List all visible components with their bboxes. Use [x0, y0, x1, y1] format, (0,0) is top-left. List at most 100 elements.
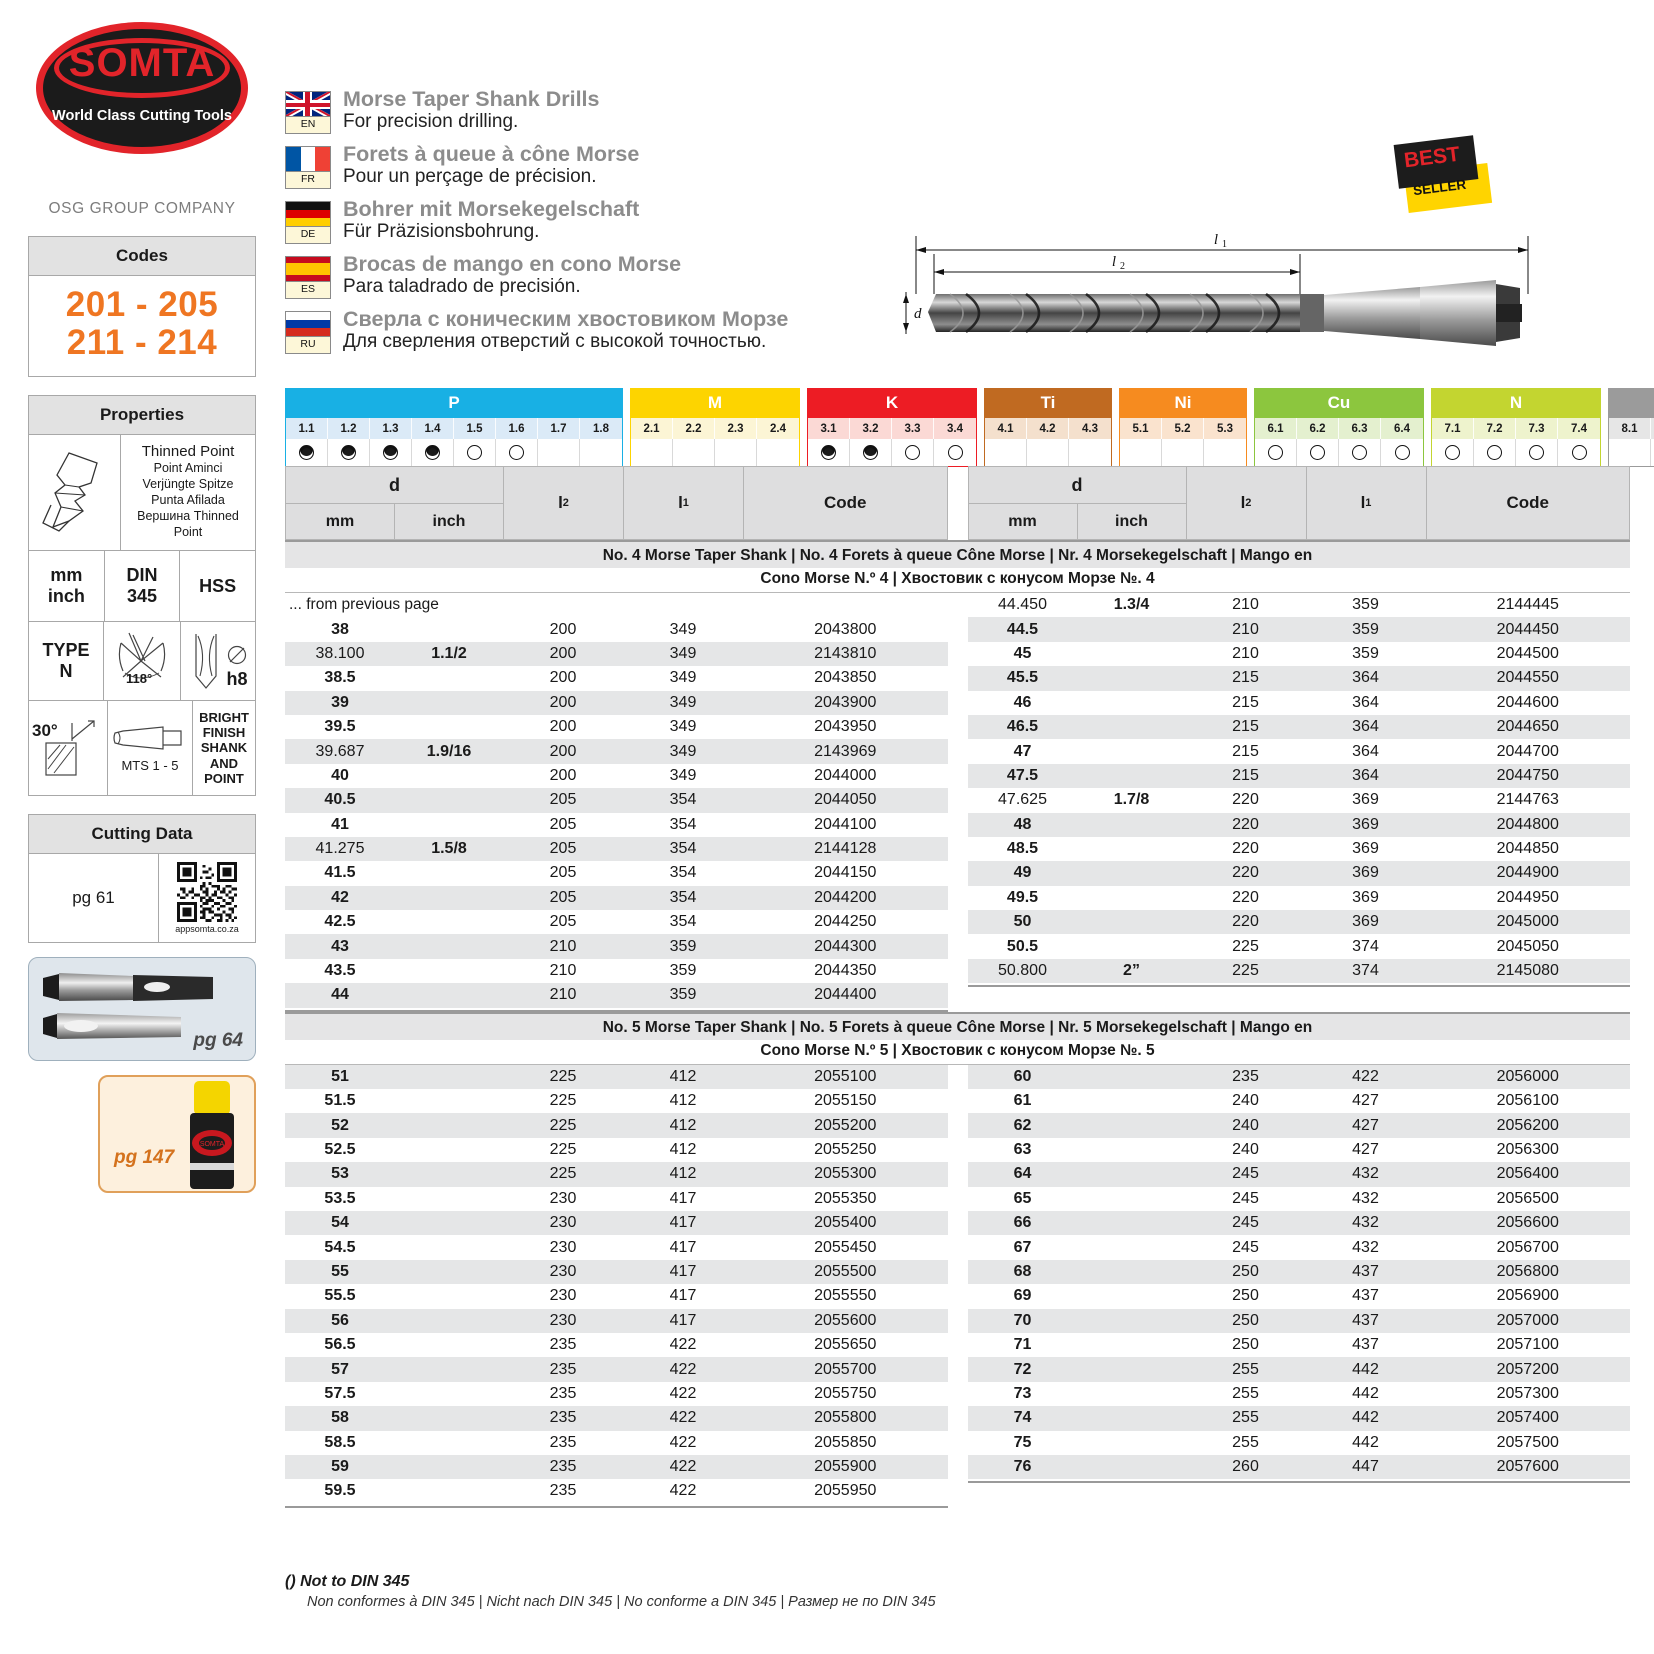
cell-overall-length: 359: [1352, 644, 1379, 662]
cell-flute-length: 250: [1232, 1311, 1259, 1329]
material-group-label: Cu: [1255, 389, 1423, 418]
cell-overall-length: 417: [669, 1311, 697, 1329]
cell-overall-length: 359: [669, 986, 697, 1004]
language-code-es: ES: [285, 282, 331, 299]
svg-text:l: l: [1112, 254, 1116, 270]
cell-flute-length: 215: [1232, 766, 1259, 784]
material-rating-cell: [1651, 439, 1654, 466]
table-row: 63 240 427 2056300: [968, 1138, 1631, 1162]
footnote-line-1: () Not to DIN 345: [285, 1573, 410, 1590]
table-row: 46.5 215 364 2044650: [967, 714, 1630, 740]
flag-germany-icon: [285, 201, 331, 227]
cell-diameter-mm: 47.625: [998, 791, 1047, 809]
property-point-angle: 118°: [104, 621, 181, 700]
cell-flute-length: 200: [549, 742, 577, 760]
promo-spray[interactable]: SOMTA pg 147: [98, 1075, 256, 1194]
cell-overall-length: 364: [1352, 766, 1379, 784]
cell-diameter-mm: 44.450: [998, 596, 1047, 614]
material-rating-cell: [1204, 439, 1246, 466]
rating-open-icon: [467, 445, 482, 460]
material-subgroup-8.1: 8.1: [1609, 418, 1651, 466]
cell-flute-length: 235: [549, 1360, 577, 1378]
rating-filled-icon: [341, 445, 356, 460]
cell-code: 2056600: [1496, 1214, 1559, 1232]
table-row: 72 255 442 2057200: [967, 1357, 1630, 1382]
cell-code: 2044700: [1496, 742, 1559, 760]
cell-overall-length: 359: [669, 962, 697, 980]
material-rating-cell: [715, 439, 757, 466]
material-rating-cell: [1027, 439, 1069, 466]
promo-sleeves[interactable]: pg 64: [28, 957, 256, 1062]
table-row: 43.5 210 359 2044350: [285, 959, 948, 983]
cell-flute-length: 255: [1232, 1360, 1259, 1378]
material-rating-cell: [1381, 439, 1423, 466]
material-subgroup-7.1: 7.1: [1432, 418, 1474, 466]
material-group-label: Ti: [985, 389, 1111, 418]
cell-diameter-mm: 51.5: [324, 1092, 356, 1110]
cell-flute-length: 220: [1232, 791, 1259, 809]
material-subgroup-number: 4.3: [1069, 418, 1111, 439]
material-subgroup-1.4: 1.4: [412, 418, 454, 466]
cell-flute-length: 250: [1232, 1287, 1259, 1305]
cell-overall-length: 437: [1352, 1311, 1379, 1329]
cell-overall-length: 412: [669, 1165, 697, 1183]
product-subtitle-ru: Для сверления отверстий с высокой точнос…: [343, 331, 767, 353]
table-row: 73 255 442 2057300: [968, 1382, 1631, 1406]
cell-flute-length: 230: [549, 1262, 577, 1280]
cell-diameter-mm: 56.5: [324, 1336, 356, 1354]
rating-filled-icon: [863, 445, 878, 460]
header-code-right: Code: [1506, 493, 1550, 512]
codes-panel-title: Codes: [29, 237, 255, 276]
qr-code-icon[interactable]: [177, 862, 237, 923]
cell-code: 2044250: [814, 913, 877, 931]
section-column-right: 44.450 1.3/4 210 359 2144445 44.5 210 359 204445…: [967, 593, 1631, 1012]
cell-diameter-mm: 63: [1013, 1141, 1032, 1158]
table-row: 52 225 412 2055200: [285, 1113, 948, 1138]
cell-diameter-mm: 43.5: [324, 962, 356, 980]
cell-overall-length: 412: [669, 1067, 697, 1085]
material-subgroup-3.3: 3.3: [892, 418, 934, 466]
table-row: 54.5 230 417 2055450: [285, 1235, 948, 1259]
material-subgroup-1.1: 1.1: [286, 418, 328, 466]
rating-open-icon: [1529, 445, 1544, 460]
property-shank: MTS 1 - 5: [108, 700, 193, 796]
cell-flute-length: 200: [549, 620, 577, 638]
table-row: 62 240 427 2056200: [967, 1113, 1630, 1138]
cell-flute-length: 245: [1232, 1238, 1259, 1256]
cell-code: 2056200: [1496, 1116, 1559, 1134]
cell-code: 2055250: [814, 1141, 877, 1158]
rating-open-icon: [1571, 445, 1587, 460]
rating-filled-icon: [383, 445, 398, 460]
cell-diameter-mm: 49.5: [1006, 888, 1039, 906]
cell-overall-length: 422: [669, 1458, 697, 1476]
table-row: 46 215 364 2044600: [968, 691, 1631, 715]
rating-open-icon: [1394, 445, 1410, 460]
cell-flute-length: 200: [549, 718, 577, 736]
header-code-left: Code: [824, 493, 867, 512]
cell-overall-length: 349: [669, 644, 697, 662]
cell-overall-length: 354: [669, 791, 697, 809]
cell-overall-length: 422: [1352, 1067, 1379, 1085]
table-row: 39.5 200 349 2043950: [285, 715, 948, 739]
material-rating-cell: [808, 439, 850, 466]
cell-code: 2044900: [1496, 864, 1559, 882]
table-row: 56 230 417 2055600: [285, 1308, 948, 1333]
property-standard: DIN 345: [105, 550, 181, 621]
material-group-p: P 1.1 1.2 1.3 1.4 1.5 1.6 1.7 1.8: [285, 388, 623, 467]
material-application-bar: P 1.1 1.2 1.3 1.4 1.5 1.6 1.7 1.8 M 2.1 2.2 2.3 2.4 K 3…: [285, 388, 1654, 467]
cell-diameter-mm: 75: [1013, 1433, 1032, 1451]
material-subgroup-number: 6.4: [1381, 418, 1423, 439]
svg-text:d: d: [914, 306, 922, 322]
section-column-right: 60 235 422 2056000 61 240 427 2056100 62 240 427 20…: [967, 1064, 1631, 1508]
table-row: 40.5 205 354 2044050: [285, 788, 948, 813]
point-angle-icon: [118, 632, 166, 679]
cell-diameter-mm: 48.5: [1006, 840, 1039, 858]
product-subtitle-en: For precision drilling.: [343, 111, 519, 133]
material-group-label: K: [808, 389, 976, 418]
cutting-data-qr[interactable]: appsomta.co.za: [159, 854, 255, 942]
cell-flute-length: 215: [1232, 718, 1259, 736]
material-subgroup-number: 1.7: [538, 418, 580, 439]
material-rating-cell: [757, 439, 799, 466]
